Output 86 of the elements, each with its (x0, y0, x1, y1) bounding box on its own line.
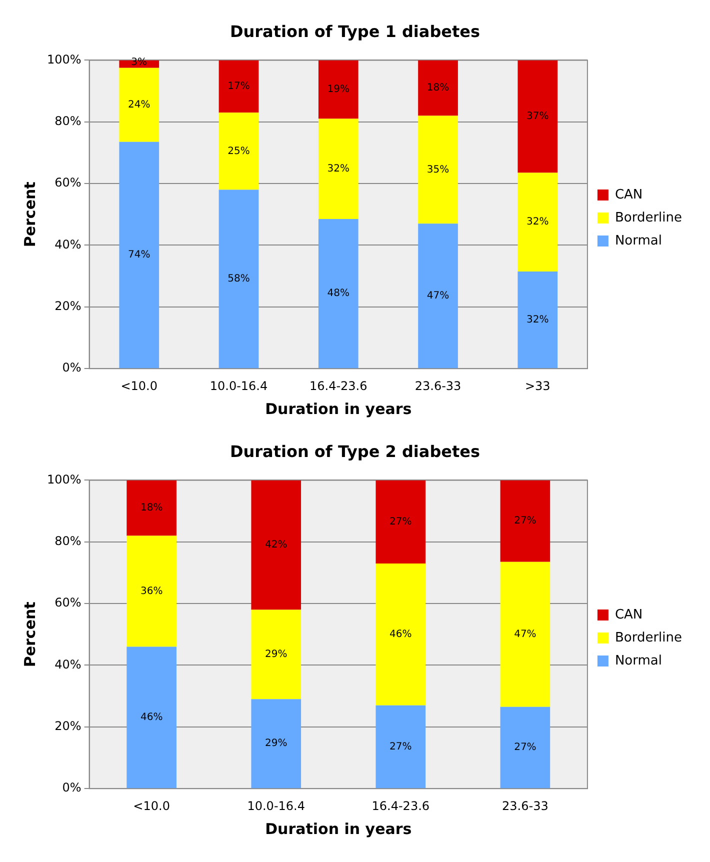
bar (218, 60, 259, 113)
data-label: 35% (426, 164, 450, 176)
data-label: 58% (228, 274, 250, 285)
legend-label: CAN (614, 187, 643, 202)
bar (218, 190, 259, 368)
bar (418, 116, 458, 224)
data-label: 27% (514, 742, 536, 754)
data-label: 46% (390, 628, 412, 640)
chart-title: Duration of Type 2 diabetes (230, 442, 480, 461)
y-tick-label: 100% (46, 52, 82, 66)
bar (418, 224, 458, 368)
x-tick-label: <10.0 (120, 378, 158, 393)
y-axis-title: Percent (20, 182, 39, 248)
bar (318, 60, 358, 119)
x-tick-label: <10.0 (133, 798, 170, 813)
bar (251, 610, 302, 700)
data-label: 74% (128, 250, 150, 261)
x-tick-label: 23.6-33 (414, 378, 462, 393)
bar (126, 480, 176, 536)
data-label: 42% (264, 540, 288, 551)
x-tick-label: 16.4-23.6 (309, 378, 368, 393)
y-axis-title: Percent (20, 602, 39, 668)
data-label: 48% (327, 288, 350, 300)
data-label: 27% (390, 516, 412, 528)
bar (518, 172, 558, 272)
y-tick-label: 60% (54, 596, 82, 610)
data-label: 47% (426, 290, 450, 302)
y-tick-label: 40% (54, 657, 82, 672)
data-label: 29% (264, 738, 288, 750)
bar (376, 705, 426, 788)
bar (119, 68, 160, 142)
data-label: 37% (526, 111, 549, 122)
y-tick-label: 80% (54, 114, 82, 128)
data-label: 25% (228, 146, 250, 157)
bar (126, 536, 176, 647)
data-label: 47% (514, 628, 536, 640)
y-tick-label: 40% (54, 237, 82, 252)
bar (518, 60, 558, 173)
bar (119, 142, 160, 368)
legend-label: Borderline (614, 630, 682, 646)
x-tick-label: 10.0-16.4 (247, 798, 306, 813)
bar (418, 60, 458, 116)
data-label: 19% (327, 84, 350, 96)
data-label: 32% (327, 164, 350, 175)
data-label: 27% (390, 741, 412, 752)
data-label: 46% (140, 712, 163, 724)
legend-label: Normal (614, 653, 662, 668)
x-tick-label: 10.0-16.4 (210, 378, 268, 393)
y-tick-label: 0% (62, 780, 82, 795)
x-axis-title: Duration in years (265, 400, 412, 418)
data-label: 32% (526, 314, 549, 326)
data-label: 18% (140, 502, 163, 514)
data-label: 24% (128, 100, 150, 111)
y-tick-label: 80% (54, 534, 82, 548)
bar (318, 219, 358, 368)
bar (251, 480, 302, 610)
legend-label: Normal (614, 233, 662, 248)
x-tick-label: >33 (524, 378, 550, 393)
x-tick-label: 16.4-23.6 (372, 798, 430, 813)
legend-label: CAN (614, 607, 643, 622)
data-label: 18% (426, 82, 450, 94)
bar (251, 699, 302, 788)
data-label: 36% (140, 586, 163, 597)
bar (318, 118, 358, 220)
data-label: 27% (514, 516, 536, 527)
y-tick-label: 20% (54, 719, 82, 734)
bar (218, 112, 259, 190)
bar (376, 480, 426, 564)
bar (500, 480, 550, 562)
chart-title: Duration of Type 1 diabetes (230, 22, 480, 41)
data-label: 32% (526, 216, 549, 228)
bar (126, 646, 176, 788)
y-tick-label: 20% (54, 299, 82, 314)
data-label: 17% (228, 81, 250, 92)
data-label: 29% (264, 649, 288, 660)
data-label: 3% (131, 56, 148, 68)
x-axis-title: Duration in years (265, 820, 412, 838)
bar (500, 706, 550, 788)
x-tick-label: 23.6-33 (502, 798, 548, 813)
y-tick-label: 60% (54, 176, 82, 190)
bar (376, 563, 426, 706)
y-tick-label: 100% (46, 472, 82, 486)
y-tick-label: 0% (62, 360, 82, 375)
bar (500, 562, 550, 707)
bar (518, 271, 558, 368)
legend-label: Borderline (614, 210, 682, 226)
